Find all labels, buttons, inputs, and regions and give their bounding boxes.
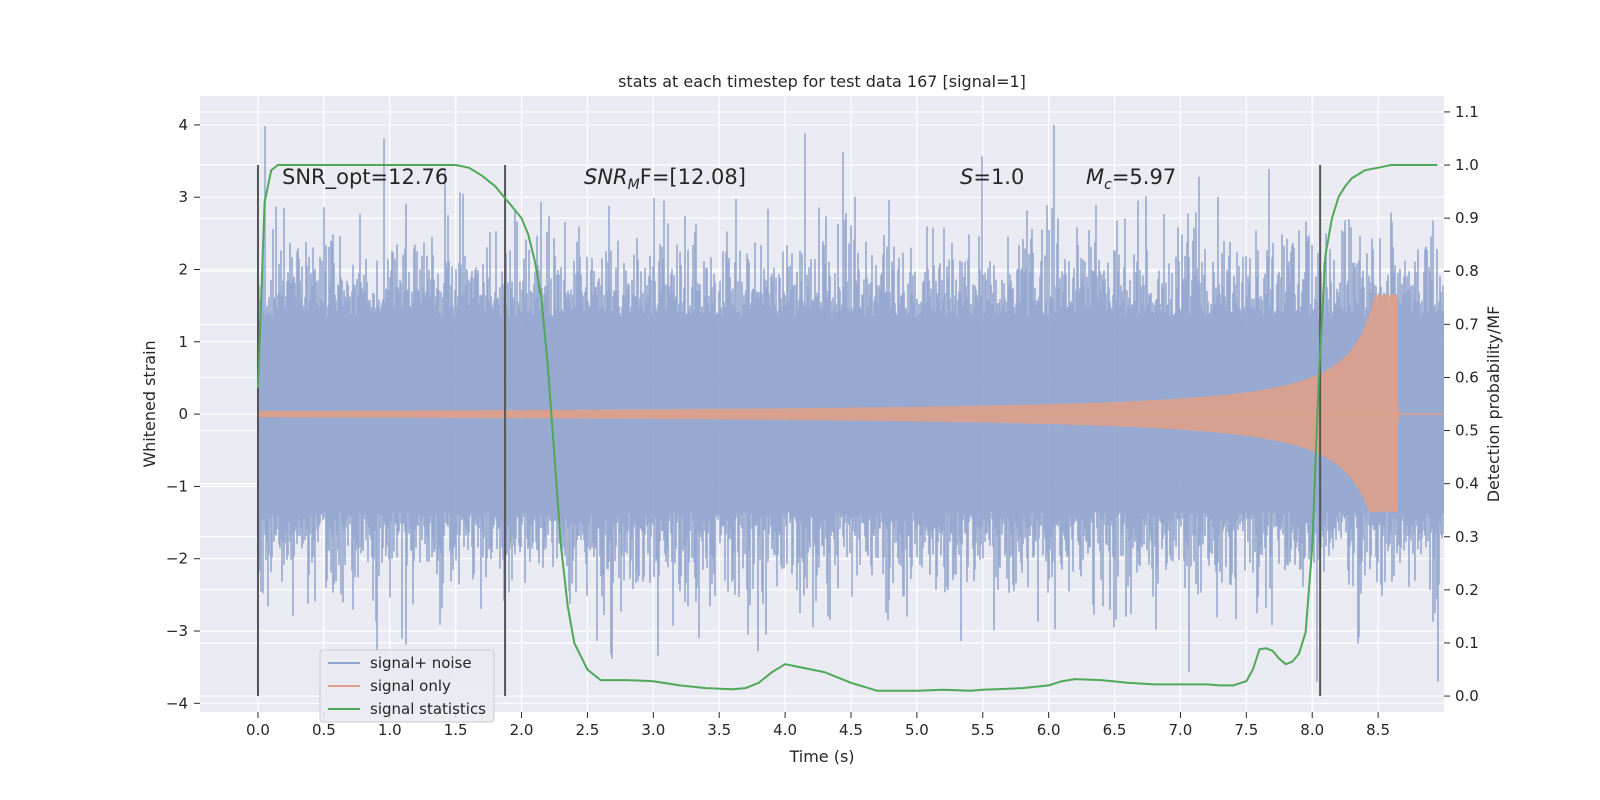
y2-tick-label: 0.8 [1455, 262, 1479, 280]
y-tick-label: 0 [178, 405, 188, 423]
x-tick-label: 6.5 [1103, 721, 1127, 739]
axes: 0.0 0.5 1.0 1.5 2.0 2.5 3.0 3.5 4.0 4.5 5.0 5.5 6.0 6… [166, 103, 1479, 739]
annotation-mc-rest: =5.97 [1112, 165, 1176, 189]
y2-tick-label: 0.6 [1455, 368, 1479, 386]
signal-envelope [258, 294, 1398, 512]
chart-title: stats at each timestep for test data 167… [618, 72, 1026, 91]
annotation-snr-mf: SNRMF=[12.08] [584, 165, 746, 193]
x-tick-label: 7.5 [1234, 721, 1258, 739]
y-tick-label: −1 [166, 477, 188, 495]
x-tick-label: 4.5 [839, 721, 863, 739]
y2-tick-label: 1.0 [1455, 156, 1479, 174]
y2-tick-label: 1.1 [1455, 103, 1479, 121]
x-tick-label: 2.0 [510, 721, 534, 739]
y-tick-label: −4 [166, 694, 188, 712]
y-axis-label: Whitened strain [140, 340, 159, 467]
x-tick-label: 1.0 [378, 721, 402, 739]
y2-tick-label: 0.2 [1455, 581, 1479, 599]
annotation-mc-italic: M [1086, 165, 1104, 189]
y-tick-label: 2 [178, 261, 188, 279]
y-tick-label: −3 [166, 622, 188, 640]
annotation-snr-mf-sub: M [628, 177, 640, 193]
y2-tick-label: 0.5 [1455, 422, 1479, 440]
x-axis-label: Time (s) [788, 747, 854, 766]
y-tick-label: 4 [178, 116, 188, 134]
x-tick-label: 8.0 [1300, 721, 1324, 739]
y-tick-label: 1 [178, 333, 188, 351]
annotation-s-rest: =1.0 [973, 165, 1024, 189]
y2-tick-label: 0.7 [1455, 315, 1479, 333]
x-tick-label: 6.0 [1037, 721, 1061, 739]
annotation-mc-sub: c [1104, 177, 1112, 193]
x-tick-label: 5.0 [905, 721, 929, 739]
y-tick-label: 3 [178, 188, 188, 206]
x-tick-label: 4.0 [773, 721, 797, 739]
y-tick-label: −2 [166, 550, 188, 568]
x-tick-label: 5.5 [971, 721, 995, 739]
x-tick-label: 3.0 [641, 721, 665, 739]
annotation-snr-mf-rest: F=[12.08] [640, 165, 746, 189]
x-tick-label: 8.5 [1366, 721, 1390, 739]
statistics-series [257, 164, 1438, 692]
y2-tick-label: 0.3 [1455, 528, 1479, 546]
legend-box [319, 649, 495, 723]
annotation-s-italic: S [960, 165, 973, 189]
annotation-snr-mf-base: SNR [584, 165, 628, 189]
signal-series [257, 294, 1444, 512]
legend: signal+ noise signal only signal statist… [319, 649, 495, 723]
annotation-snr-opt: SNR_opt=12.76 [282, 165, 448, 190]
y2-tick-label: 0.4 [1455, 475, 1479, 493]
x-tick-label: 7.0 [1169, 721, 1193, 739]
y2-tick-label: 0.0 [1455, 687, 1479, 705]
x-tick-label: 0.0 [246, 721, 270, 739]
annotation-s: S=1.0 [960, 165, 1024, 189]
y2-tick-label: 0.1 [1455, 634, 1479, 652]
x-tick-label: 2.5 [576, 721, 600, 739]
annotation-mc: Mc=5.97 [1086, 165, 1176, 193]
legend-label-noise: signal+ noise [370, 654, 472, 672]
y2-axis-label: Detection probability/MF [1484, 306, 1503, 503]
legend-label-statistics: signal statistics [370, 700, 486, 718]
x-tick-label: 0.5 [312, 721, 336, 739]
x-tick-label: 1.5 [444, 721, 468, 739]
statistics-line [257, 164, 1438, 692]
vertical-lines [256, 165, 1322, 697]
legend-label-signal: signal only [370, 677, 451, 695]
x-tick-label: 3.5 [707, 721, 731, 739]
y2-tick-label: 0.9 [1455, 209, 1479, 227]
